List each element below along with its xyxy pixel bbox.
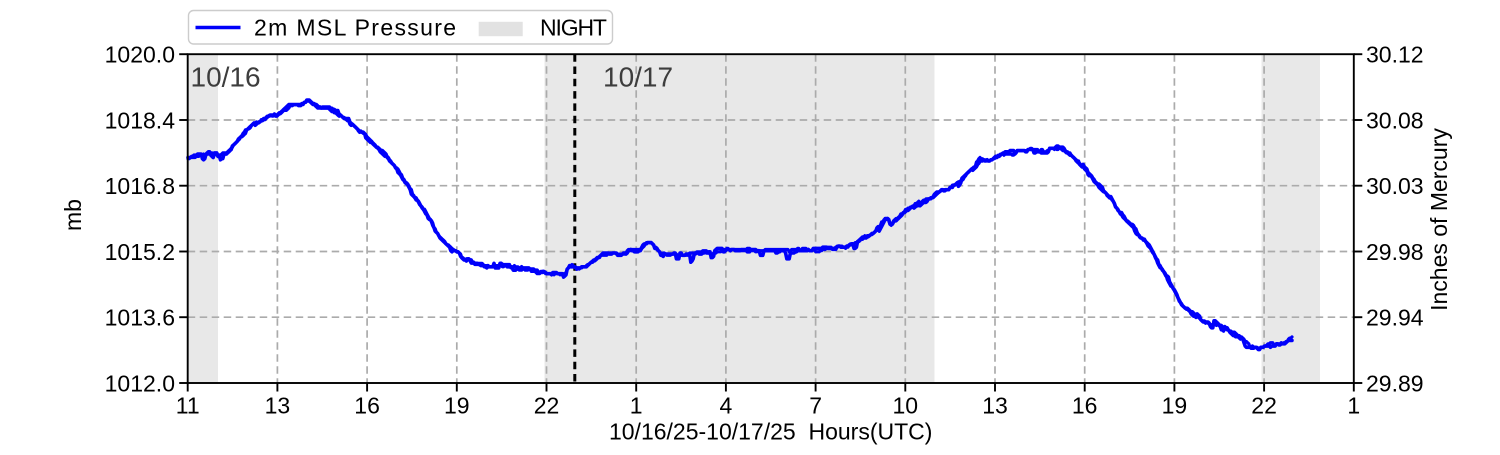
svg-text:1015.2: 1015.2 [105, 239, 175, 265]
svg-text:mb: mb [60, 199, 86, 231]
svg-text:11: 11 [176, 393, 200, 419]
svg-text:10: 10 [893, 393, 919, 419]
svg-text:10/16/25-10/17/25 Hours(UTC): 10/16/25-10/17/25 Hours(UTC) [609, 419, 932, 445]
svg-text:16: 16 [1072, 393, 1098, 419]
svg-text:Inches of Mercury: Inches of Mercury [1426, 128, 1452, 311]
svg-text:16: 16 [354, 393, 380, 419]
svg-text:NIGHT: NIGHT [540, 15, 607, 41]
svg-text:1: 1 [1347, 393, 1360, 419]
svg-text:1020.0: 1020.0 [105, 42, 175, 68]
svg-text:2m MSL Pressure: 2m MSL Pressure [254, 15, 457, 41]
svg-text:7: 7 [809, 393, 822, 419]
svg-text:29.94: 29.94 [1366, 305, 1424, 331]
svg-text:22: 22 [534, 393, 560, 419]
svg-text:30.12: 30.12 [1366, 42, 1424, 68]
svg-text:1016.8: 1016.8 [105, 173, 175, 199]
svg-text:29.89: 29.89 [1366, 370, 1424, 396]
svg-text:13: 13 [265, 393, 291, 419]
svg-text:1013.6: 1013.6 [105, 305, 175, 331]
svg-text:29.98: 29.98 [1366, 239, 1424, 265]
svg-text:10/16: 10/16 [191, 62, 261, 93]
svg-text:1: 1 [630, 393, 643, 419]
svg-text:10/17: 10/17 [603, 62, 673, 93]
svg-text:30.03: 30.03 [1366, 173, 1424, 199]
svg-text:30.08: 30.08 [1366, 107, 1424, 133]
svg-text:19: 19 [1162, 393, 1188, 419]
svg-text:1012.0: 1012.0 [105, 370, 175, 396]
svg-text:19: 19 [444, 393, 470, 419]
svg-text:1018.4: 1018.4 [105, 107, 176, 133]
svg-text:13: 13 [982, 393, 1008, 419]
svg-text:22: 22 [1251, 393, 1277, 419]
svg-text:4: 4 [720, 393, 733, 419]
